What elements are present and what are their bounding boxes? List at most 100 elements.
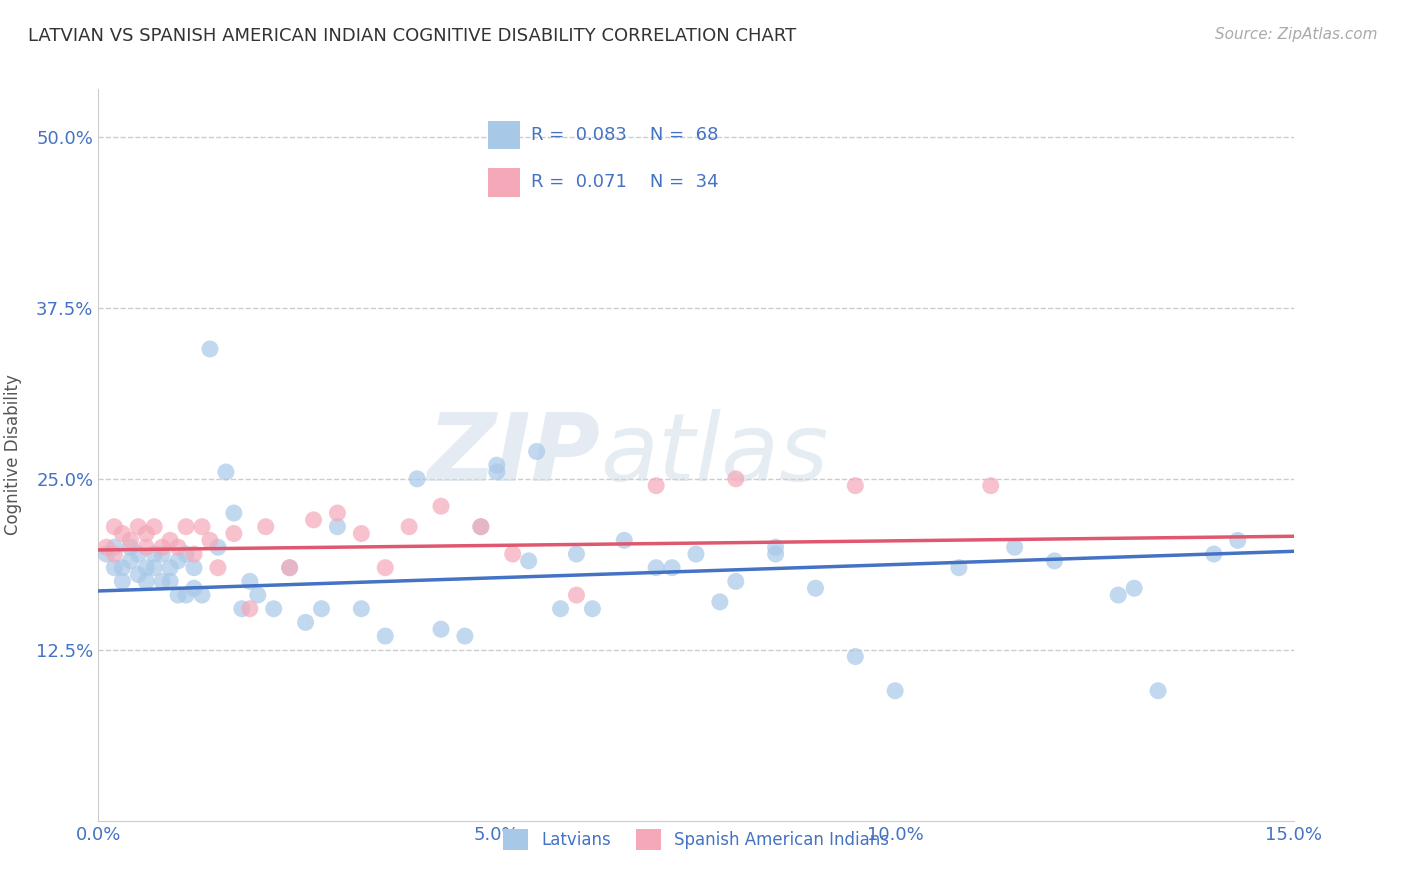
Point [231,601,253,615]
Point [765,540,787,554]
Point [1202,547,1225,561]
Point [120,554,142,568]
Point [613,533,636,548]
Point [350,601,373,615]
Point [685,547,707,561]
Y-axis label: Cognitive Disability: Cognitive Disability [4,375,22,535]
Point [127,567,149,582]
Point [103,547,125,561]
Point [143,560,166,574]
Point [127,547,149,561]
Point [1043,554,1066,568]
Point [278,560,301,574]
Point [111,560,134,574]
Point [485,465,508,479]
Point [96,540,118,554]
Point [127,519,149,533]
Point [183,547,205,561]
Point [661,560,683,574]
Point [159,533,181,548]
Point [709,595,731,609]
Point [120,540,142,554]
Point [222,506,245,520]
Point [374,629,396,643]
Text: LATVIAN VS SPANISH AMERICAN INDIAN COGNITIVE DISABILITY CORRELATION CHART: LATVIAN VS SPANISH AMERICAN INDIAN COGNI… [28,27,796,45]
Point [120,533,142,548]
Point [470,519,492,533]
Point [406,472,429,486]
Point [198,533,221,548]
Point [222,526,245,541]
Point [207,560,229,574]
Point [294,615,316,630]
Point [326,519,349,533]
Point [765,547,787,561]
Point [103,560,125,574]
Point [207,540,229,554]
Point [1004,540,1026,554]
Point [565,588,588,602]
Point [550,601,572,615]
Point [239,574,262,589]
Point [1107,588,1129,602]
Point [502,547,524,561]
Text: ZIP: ZIP [427,409,600,501]
Point [430,622,453,636]
Point [159,574,181,589]
Point [143,547,166,561]
Point [645,478,668,492]
Point [254,519,277,533]
Point [1226,533,1249,548]
Point [263,601,285,615]
Point [526,444,548,458]
Text: atlas: atlas [600,409,828,500]
Point [350,526,373,541]
Point [645,560,668,574]
Point [470,519,492,533]
Point [183,560,205,574]
Point [311,601,333,615]
Point [239,601,262,615]
Point [302,513,325,527]
Point [1123,581,1146,595]
Point [980,478,1002,492]
Point [374,560,396,574]
Point [191,519,214,533]
Point [485,458,508,472]
Point [135,526,157,541]
Point [135,540,157,554]
Point [724,574,747,589]
Point [454,629,477,643]
Point [398,519,420,533]
Point [174,547,197,561]
Point [1147,683,1170,698]
Point [326,506,349,520]
Point [430,499,453,513]
Point [215,465,238,479]
Point [198,342,221,356]
Legend: Latvians, Spanish American Indians: Latvians, Spanish American Indians [496,822,896,856]
Point [174,588,197,602]
Text: Source: ZipAtlas.com: Source: ZipAtlas.com [1215,27,1378,42]
Point [174,519,197,533]
Point [111,526,134,541]
Point [844,649,866,664]
Point [246,588,269,602]
Point [948,560,970,574]
Point [135,574,157,589]
Point [581,601,603,615]
Point [150,540,173,554]
Point [804,581,827,595]
Point [844,478,866,492]
Point [150,574,173,589]
Point [150,547,173,561]
Point [159,560,181,574]
Point [111,574,134,589]
Point [167,540,190,554]
Point [103,540,125,554]
Point [143,519,166,533]
Point [191,588,214,602]
Point [96,547,118,561]
Point [278,560,301,574]
Point [167,588,190,602]
